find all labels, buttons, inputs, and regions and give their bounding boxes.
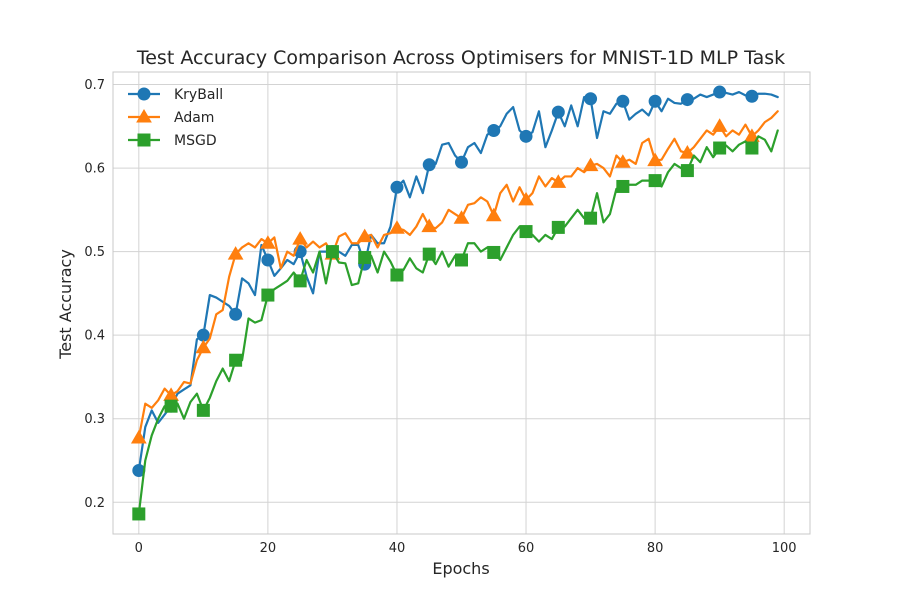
data-point-msgd [422,247,436,261]
data-point-adam [195,339,212,354]
legend-label-kryball: KryBall [174,87,223,103]
data-point-kryball [422,158,436,172]
data-point-adam [260,235,276,249]
data-point-msgd [745,141,759,155]
data-point-kryball [551,105,565,119]
data-point-kryball [261,253,275,267]
data-point-kryball [519,129,533,143]
data-point-adam [679,145,696,159]
data-point-kryball [487,123,501,137]
x-tick-label: 80 [647,541,664,556]
series-layer [130,85,779,521]
legend-label-adam: Adam [174,110,214,126]
x-tick-label: 0 [135,541,143,556]
data-point-adam [518,191,534,206]
data-point-msgd [616,179,630,193]
data-point-msgd [164,399,178,413]
series-kryball [132,85,779,478]
x-tick-label: 60 [518,541,535,556]
data-point-adam [227,246,244,260]
data-point-adam [453,210,470,224]
chart-title: Test Accuracy Comparison Across Optimise… [136,47,785,69]
y-tick-label: 0.7 [84,78,105,93]
data-point-adam [614,154,631,168]
data-point-kryball [390,180,404,194]
x-tick-label: 20 [260,541,277,556]
data-point-kryball [196,328,210,342]
legend-marker-msgd [137,133,151,147]
x-tick-label: 40 [389,541,406,556]
data-point-adam [711,118,728,132]
data-point-adam [130,429,147,444]
y-tick-label: 0.2 [84,496,105,511]
data-point-adam [292,231,309,245]
data-point-msgd [390,268,404,282]
data-point-msgd [648,174,662,188]
grid [113,72,810,534]
plot-frame [112,71,811,535]
data-point-adam [744,128,760,142]
series-line-msgd [137,129,779,516]
series-adam [130,110,779,444]
data-point-adam [550,174,567,188]
data-point-msgd [196,403,210,417]
legend-item-kryball: KryBall [128,87,223,103]
legend: KryBall Adam MSGD [128,87,223,149]
legend-label-msgd: MSGD [174,133,217,149]
legend-marker-adam [136,109,152,123]
y-tick-label: 0.4 [84,329,105,344]
data-point-kryball [584,92,598,106]
data-point-kryball [680,93,694,107]
y-tick-label: 0.6 [84,162,105,177]
data-point-kryball [745,89,759,103]
data-point-adam [647,152,663,167]
data-point-kryball [229,307,243,321]
data-point-kryball [648,94,662,108]
data-point-msgd [229,353,243,367]
series-msgd [132,129,779,521]
series-line-kryball [137,90,779,472]
data-point-msgd [487,245,501,259]
data-point-msgd [293,274,307,288]
data-point-msgd [519,225,533,239]
y-tick-label: 0.3 [84,412,105,427]
y-axis-label: Test Accuracy [56,249,75,360]
legend-marker-kryball [137,87,151,101]
data-point-adam [582,157,599,172]
x-axis-label: Epochs [432,559,489,578]
data-point-adam [356,228,373,243]
data-point-msgd [680,164,694,178]
data-point-kryball [713,85,727,99]
tick-labels: 0 20 40 60 80 100 0.2 0.3 0.4 0.5 0.6 0.7 [84,78,796,556]
data-point-adam [421,218,438,233]
data-point-msgd [358,250,372,264]
y-tick-label: 0.5 [84,245,105,260]
data-point-msgd [584,211,598,225]
data-point-adam [485,207,502,222]
data-point-adam [389,220,405,234]
legend-item-msgd: MSGD [128,133,217,149]
data-point-kryball [616,94,630,108]
data-point-msgd [261,288,275,302]
x-tick-label: 100 [772,541,797,556]
data-point-msgd [132,507,146,521]
data-point-msgd [455,253,468,267]
data-point-msgd [713,141,727,155]
legend-item-adam: Adam [128,109,214,126]
data-point-kryball [455,155,468,169]
data-point-msgd [551,220,565,234]
data-point-msgd [325,245,339,259]
